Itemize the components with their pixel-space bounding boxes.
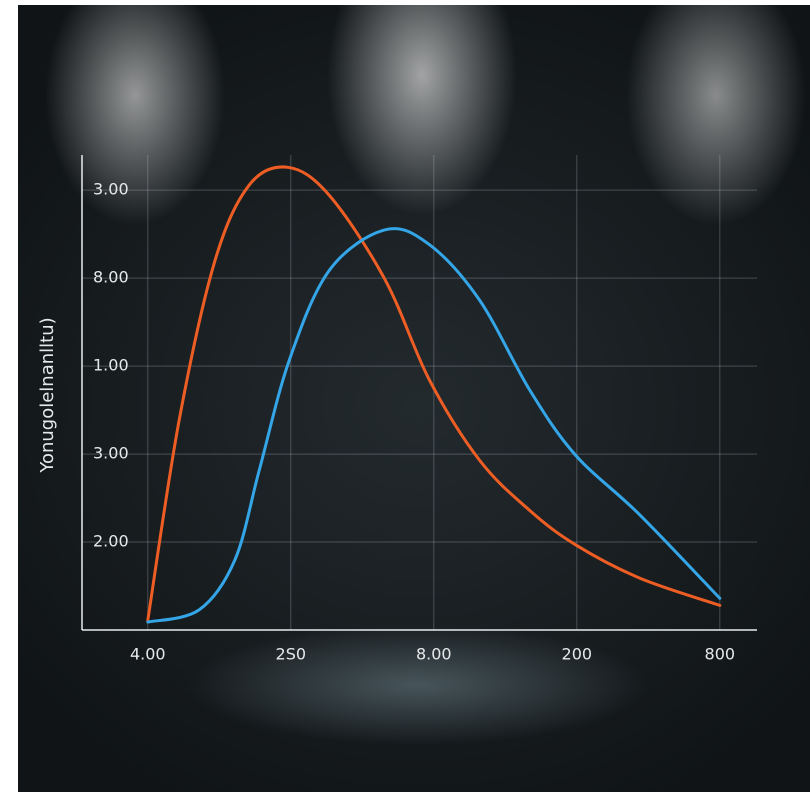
data-line: [146, 165, 722, 622]
y-tick-label: 8.00: [93, 268, 129, 287]
x-tick-label: 4.00: [130, 645, 166, 664]
y-tick-label: 2.00: [93, 532, 129, 551]
x-tick-label: 800: [705, 645, 736, 664]
y-tick-label: 1.00: [93, 356, 129, 375]
x-tick-label: 8.00: [416, 645, 452, 664]
y-tick-label: 3.00: [93, 444, 129, 463]
y-axis-label: Yonugolelnanlltu): [37, 317, 58, 473]
x-tick-label: 2S0: [276, 645, 307, 664]
chart-background: [18, 5, 810, 792]
y-tick-label: 3.00: [93, 180, 129, 199]
x-tick-label: 200: [562, 645, 593, 664]
data-line: [146, 227, 722, 624]
